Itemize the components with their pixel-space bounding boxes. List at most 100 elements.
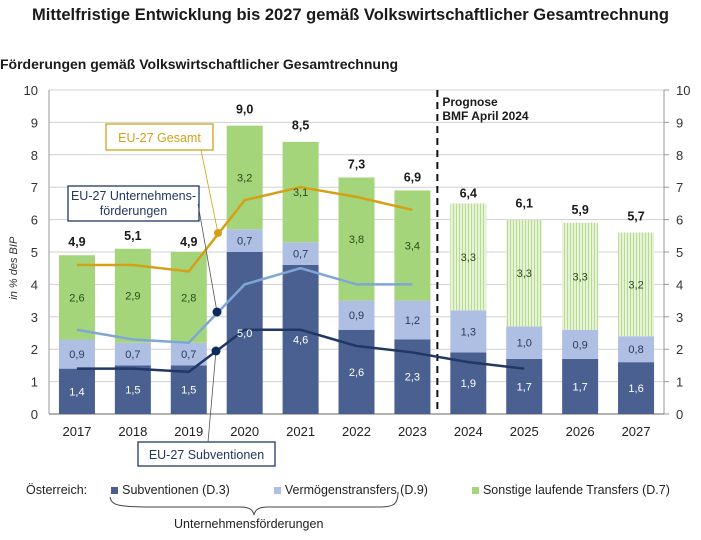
bar-vermoegenstransfers — [450, 310, 487, 353]
y-tick-label: 8 — [31, 148, 38, 163]
brace-label: Unternehmensförderungen — [174, 517, 324, 531]
legend-prefix: Österreich: — [26, 483, 88, 497]
bar-subventionen — [562, 358, 599, 414]
bar-value-label: 3,8 — [349, 234, 364, 246]
total-label: 8,5 — [292, 119, 309, 133]
line-eu-unternehmensfoerderungen — [76, 266, 413, 345]
bar-sonstige — [282, 141, 319, 243]
annotation-marker — [211, 346, 221, 356]
annotation-marker — [212, 307, 222, 317]
bar-vermoegenstransfers — [114, 342, 151, 366]
x-tick-label: 2026 — [566, 424, 595, 439]
bar-subventionen — [114, 365, 151, 414]
x-tick-label: 2018 — [118, 424, 147, 439]
bar-sonstige — [170, 252, 207, 343]
bar-vermoegenstransfers — [282, 242, 319, 265]
bar-vermoegenstransfers — [58, 339, 95, 369]
bar-subventionen — [226, 252, 263, 414]
y2-tick-label: 1 — [676, 375, 683, 390]
page-title: Mittelfristige Entwicklung bis 2027 gemä… — [32, 6, 669, 24]
bar-value-label: 2,8 — [181, 292, 196, 304]
bar-vermoegenstransfers — [394, 300, 431, 340]
bar-vermoegenstransfers — [562, 329, 599, 359]
total-label: 5,1 — [124, 229, 141, 243]
bar-value-label: 2,6 — [349, 367, 364, 379]
y-tick-label: 5 — [31, 245, 38, 260]
x-tick-label: 2027 — [622, 424, 651, 439]
y-tick-label: 10 — [24, 83, 38, 98]
x-tick-label: 2024 — [454, 424, 483, 439]
bar-subventionen — [282, 264, 319, 414]
legend-item-vermoegenstransfers: Vermögenstransfers (D.9) — [273, 483, 428, 497]
bar-subventionen — [618, 362, 655, 414]
bar-value-label: 3,1 — [293, 187, 308, 199]
total-label: 6,1 — [516, 196, 533, 210]
axes: 0 1 2 3 4 5 6 7 8 9 10 0 1 2 3 4 5 6 7 8 9 10 in % des BIP 2017… — [8, 83, 690, 439]
y2-tick-label: 6 — [676, 213, 683, 228]
bar-vermoegenstransfers — [338, 300, 375, 330]
forecast-label: BMF April 2024 — [442, 109, 529, 123]
bar-value-label: 1,7 — [517, 381, 532, 393]
x-tick-label: 2017 — [62, 424, 91, 439]
y-tick-label: 3 — [31, 310, 38, 325]
y2-tick-label: 5 — [676, 245, 683, 260]
bar-value-label: 0,9 — [349, 310, 364, 322]
bar-value-label: 1,7 — [572, 381, 587, 393]
total-label: 6,4 — [460, 187, 477, 201]
annotation-eu-subventionen: EU-27 Subventionen — [149, 448, 264, 462]
bar-value-label: 2,3 — [405, 372, 420, 384]
eu-lines — [76, 185, 525, 374]
annotation-box-eu-unternehmen — [67, 185, 200, 222]
bar-subventionen — [170, 365, 207, 414]
annotation-eu-gesamt: EU-27 Gesamt — [118, 131, 201, 145]
annotation-marker — [214, 229, 222, 237]
bar-value-label: 0,7 — [237, 236, 252, 248]
bar-vermoegenstransfers — [618, 336, 655, 363]
data-labels: 1,4 0,9 2,6 4,9 1,5 0,7 2,9 5,1 1,5 0,7 2,8 4,9 5,0 0… — [68, 102, 645, 398]
bar-value-label: 1,2 — [405, 315, 420, 327]
legend-swatch-subventionen — [111, 486, 119, 494]
line-eu-subventionen — [76, 328, 525, 374]
bar-vermoegenstransfers — [226, 229, 263, 252]
bar-value-label: 0,9 — [572, 339, 587, 351]
legend-swatch-sonstige — [471, 486, 479, 494]
bar-vermoegenstransfers — [506, 326, 543, 359]
total-label: 5,9 — [571, 203, 588, 217]
y2-tick-label: 3 — [676, 310, 683, 325]
bar-value-label: 0,7 — [181, 349, 196, 361]
y2-tick-label: 7 — [676, 180, 683, 195]
bar-value-label: 1,9 — [461, 378, 476, 390]
total-label: 6,9 — [404, 170, 421, 184]
bar-value-label: 3,3 — [517, 268, 532, 280]
bar-value-label: 2,9 — [125, 291, 140, 303]
x-tick-label: 2020 — [230, 424, 259, 439]
bar-value-label: 3,3 — [461, 252, 476, 264]
annotation-eu-unternehmen: EU-27 Unternehmens- — [71, 189, 196, 203]
legend-swatch-vermoegenstransfers — [273, 486, 281, 494]
annotation-leader — [207, 350, 217, 443]
y2-tick-label: 0 — [676, 407, 683, 422]
x-tick-label: 2023 — [398, 424, 427, 439]
y2-tick-label: 2 — [676, 342, 683, 357]
y2-tick-label: 10 — [676, 83, 690, 98]
y-tick-label: 1 — [31, 375, 38, 390]
bar-sonstige — [618, 232, 655, 337]
bar-value-label: 1,6 — [628, 383, 643, 395]
annotation-eu-unternehmen: förderungen — [100, 204, 167, 218]
y-tick-label: 2 — [31, 342, 38, 357]
bar-subventionen — [338, 329, 375, 414]
bar-sonstige — [58, 255, 95, 340]
bar-value-label: 0,7 — [293, 249, 308, 261]
bar-vermoegenstransfers — [170, 342, 207, 366]
y-tick-label: 6 — [31, 213, 38, 228]
bar-value-label: 5,0 — [237, 328, 252, 340]
bar-value-label: 1,4 — [69, 386, 84, 398]
y-tick-label: 4 — [31, 277, 38, 292]
annotation-box-eu-subventionen — [137, 441, 276, 467]
bars — [58, 125, 655, 414]
y2-tick-label: 9 — [676, 115, 683, 130]
bar-value-label: 3,3 — [572, 271, 587, 283]
legend-brace — [109, 491, 399, 516]
